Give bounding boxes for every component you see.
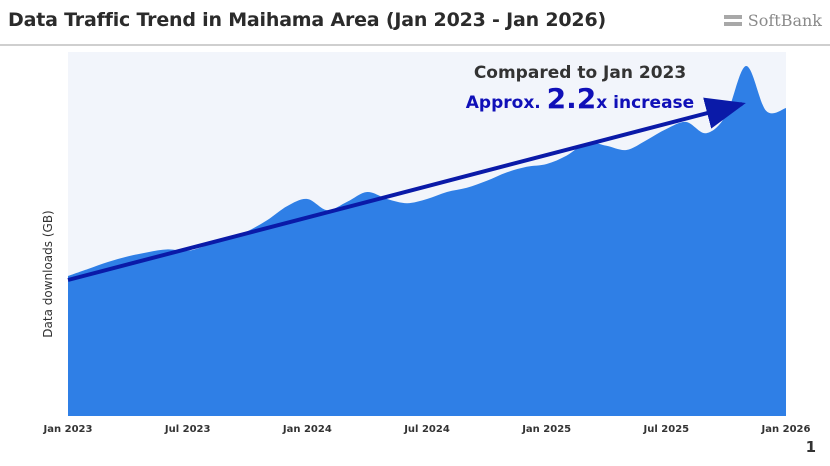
x-tick-label: Jan 2026 [761,424,811,435]
x-tick-label: Jul 2024 [403,424,450,435]
x-tick-label: Jul 2023 [164,424,211,435]
x-tick-label: Jul 2025 [643,424,690,435]
annotation-increase: Approx. 2.2x increase [466,82,694,115]
x-tick-label: Jan 2024 [282,424,332,435]
x-tick-label: Jan 2023 [43,424,93,435]
y-axis-label: Data downloads (GB) [41,210,55,337]
annotation-comparison: Compared to Jan 2023 [474,63,686,83]
page-number: 1 [805,438,816,456]
trend-arrow [67,97,746,282]
chart: Compared to Jan 2023 Approx. 2.2x increa… [0,46,830,446]
softbank-logo-icon [723,15,742,26]
series-area [68,65,786,416]
brand-name: SoftBank [747,11,822,30]
annotation-value: 2.2 [547,82,597,115]
page-title: Data Traffic Trend in Maihama Area (Jan … [8,9,606,31]
annotation-suffix: x increase [596,93,694,113]
x-tick-label: Jan 2025 [521,424,571,435]
traffic-area-chart: Compared to Jan 2023 Approx. 2.2x increa… [41,52,811,435]
x-axis-ticks: Jan 2023 Jul 2023 Jan 2024 Jul 2024 Jan 2025… [43,424,811,435]
header-divider [0,44,830,46]
softbank-logo: SoftBank [723,11,822,30]
annotation-prefix: Approx. [466,93,547,113]
